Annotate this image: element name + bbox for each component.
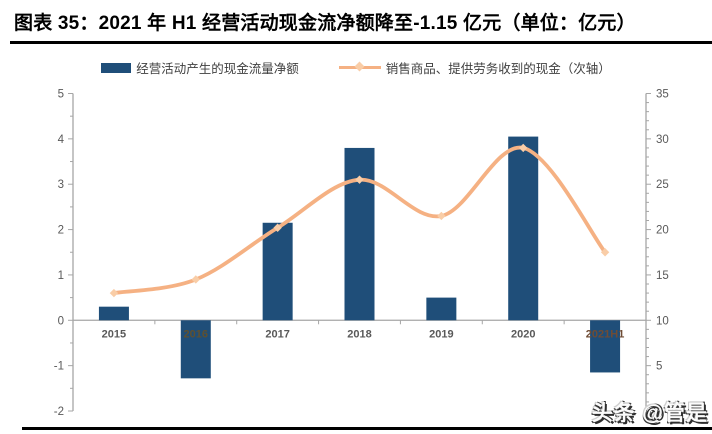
line-marker-2019	[437, 211, 446, 221]
x-axis-label-2020: 2020	[511, 328, 535, 340]
line-marker-2021H1	[600, 248, 610, 257]
legend-label-bar-series: 经营活动产生的现金流量净额	[136, 62, 299, 76]
line-marker-2015	[109, 288, 119, 298]
right-axis-tick-label: 20	[656, 225, 669, 237]
x-axis-label-2015: 2015	[102, 328, 126, 340]
legend-item-bar-series: 经营活动产生的现金流量净额	[101, 58, 299, 77]
left-axis-tick-label: 3	[58, 179, 64, 191]
right-axis-tick-label: 15	[656, 270, 669, 282]
diamond-marker-icon	[354, 61, 365, 72]
line-marker-2020	[519, 143, 528, 153]
title-divider	[10, 41, 712, 44]
left-axis-tick-label: 0	[58, 315, 64, 327]
line-marker-2017	[273, 223, 282, 232]
x-axis-label-2019: 2019	[429, 328, 453, 340]
bar-2015	[98, 306, 129, 321]
line-marker-2016	[191, 275, 200, 284]
bar-2020	[508, 136, 539, 321]
bar-2019	[426, 297, 457, 321]
line-swatch-icon	[338, 61, 381, 72]
legend-label-line-series: 销售商品、提供劳务收到的现金（次轴）	[385, 62, 611, 76]
line-marker-2018	[355, 175, 364, 184]
x-axis-label-2016: 2016	[184, 328, 208, 340]
legend-item-line-series: 销售商品、提供劳务收到的现金（次轴）	[338, 58, 611, 77]
right-axis-tick-label: 25	[656, 179, 669, 191]
bar-swatch-icon	[101, 62, 132, 73]
left-axis-tick-label: 5	[58, 89, 64, 101]
bar-2018	[344, 147, 375, 321]
bottom-divider	[22, 427, 712, 430]
right-axis-tick-label: 10	[656, 315, 669, 327]
left-axis-tick-label: 1	[58, 270, 64, 282]
right-axis-tick-label: 30	[656, 134, 669, 146]
x-axis-label-2018: 2018	[347, 328, 371, 340]
right-axis-tick-label: 5	[656, 361, 662, 373]
bar-2021H1	[590, 320, 621, 373]
chart-legend: 经营活动产生的现金流量净额 销售商品、提供劳务收到的现金（次轴）	[0, 58, 712, 77]
chart-title: 图表 35：2021 年 H1 经营活动现金流净额降至-1.15 亿元（单位：亿…	[14, 13, 636, 34]
left-axis-tick-label: -1	[54, 361, 64, 373]
bar-2016	[180, 320, 211, 379]
left-axis-tick-label: -2	[54, 406, 64, 418]
x-axis-label-2021H1: 2021H1	[586, 328, 625, 340]
left-axis-tick-label: 2	[58, 225, 64, 237]
bar-2017	[262, 222, 293, 321]
x-axis-label-2017: 2017	[265, 328, 289, 340]
watermark: 头条 @管是	[591, 402, 708, 425]
left-axis-tick-label: 4	[58, 134, 65, 146]
right-axis-tick-label: 35	[656, 89, 669, 101]
